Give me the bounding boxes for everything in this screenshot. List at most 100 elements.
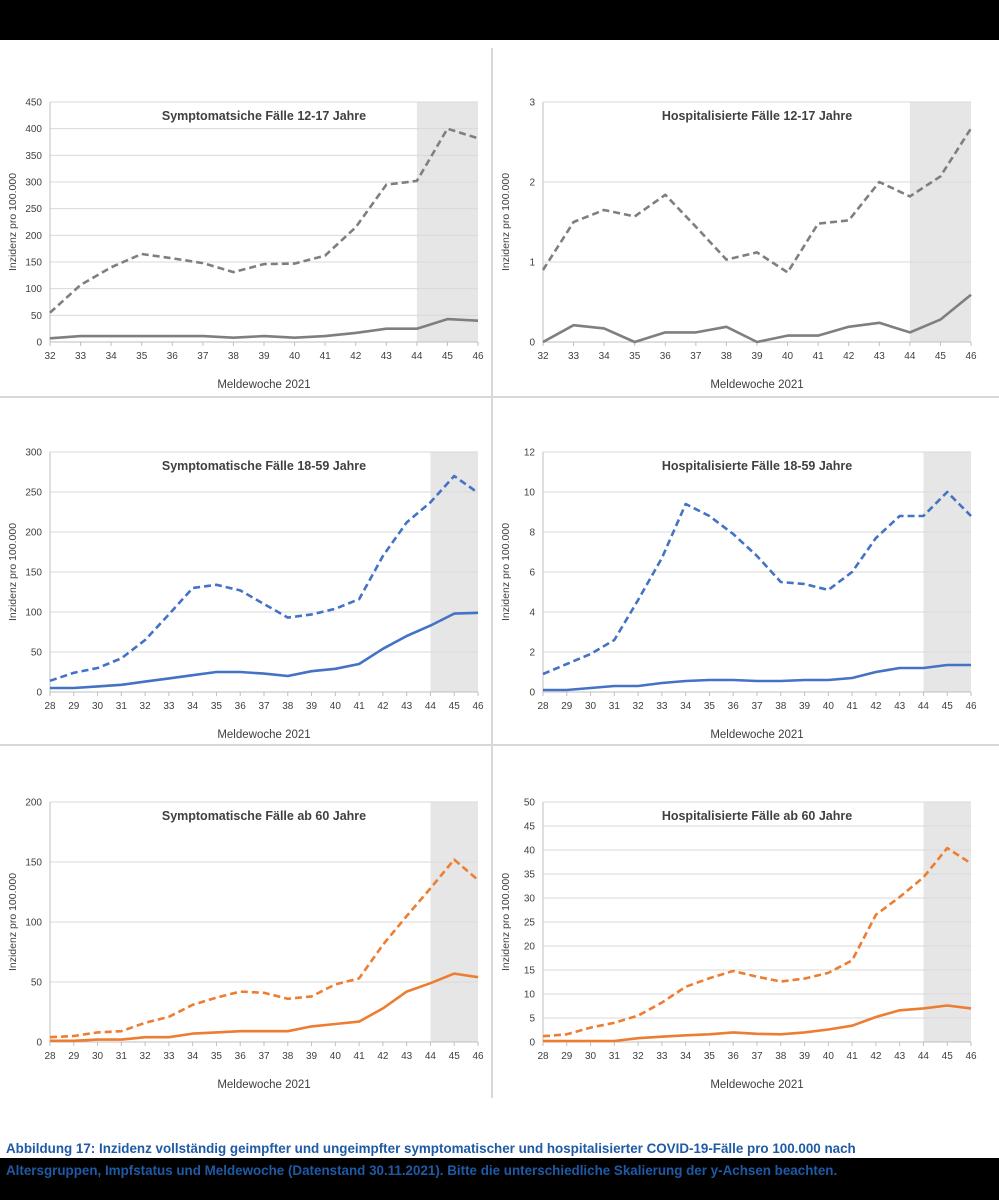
x-tick-label: 32 (140, 701, 152, 712)
x-tick-label: 33 (163, 1051, 175, 1062)
x-tick-label: 45 (942, 701, 954, 712)
x-tick-label: 33 (656, 701, 668, 712)
x-tick-label: 42 (843, 351, 855, 362)
y-tick-label: 1 (529, 258, 535, 269)
chart-title: Symptomatische Fälle ab 60 Jahre (162, 809, 366, 823)
x-axis-label: Meldewoche 2021 (217, 729, 310, 741)
y-tick-label: 50 (31, 648, 43, 659)
x-tick-label: 41 (813, 351, 825, 362)
y-tick-label: 200 (25, 798, 42, 809)
x-tick-label: 40 (823, 1051, 835, 1062)
x-tick-label: 42 (870, 1051, 882, 1062)
x-tick-label: 41 (354, 1051, 366, 1062)
y-tick-label: 8 (529, 528, 535, 539)
x-tick-label: 40 (330, 701, 342, 712)
x-tick-label: 30 (92, 1051, 104, 1062)
x-tick-label: 43 (894, 701, 906, 712)
x-tick-label: 33 (75, 351, 87, 362)
y-tick-label: 2 (529, 178, 535, 189)
x-tick-label: 37 (751, 701, 763, 712)
x-tick-label: 46 (965, 701, 977, 712)
y-tick-label: 400 (25, 124, 42, 135)
x-tick-label: 39 (799, 1051, 811, 1062)
x-tick-label: 32 (140, 1051, 152, 1062)
y-tick-label: 4 (529, 608, 535, 619)
x-tick-label: 46 (965, 1051, 977, 1062)
x-tick-label: 40 (782, 351, 794, 362)
y-tick-label: 12 (524, 448, 536, 459)
chart-svg: 0 5 10 15 20 25 30 35 40 45 50 28 29 30 31 32 33 34 35 36 37… (500, 798, 977, 1092)
y-tick-label: 300 (25, 178, 42, 189)
panel-divider-horizontal (0, 744, 999, 746)
series-line-ungeimpfte (542, 846, 972, 1038)
x-tick-label: 38 (228, 351, 240, 362)
x-tick-label: 34 (599, 351, 611, 362)
x-tick-label: 39 (751, 351, 763, 362)
x-tick-label: 40 (330, 1051, 342, 1062)
x-tick-label: 29 (561, 701, 573, 712)
chart-title: Symptomatsiche Fälle 12-17 Jahre (162, 109, 366, 123)
x-tick-label: 45 (935, 351, 947, 362)
series-line-geimpfte (542, 293, 972, 344)
y-tick-label: 35 (524, 870, 536, 881)
series-line-geimpfte (543, 1004, 972, 1043)
x-tick-label: 30 (585, 1051, 597, 1062)
x-tick-label: 46 (472, 1051, 484, 1062)
series-line-ungeimpfte (49, 474, 479, 683)
x-tick-label: 44 (425, 701, 437, 712)
x-tick-label: 38 (282, 1051, 294, 1062)
x-tick-label: 46 (472, 351, 484, 362)
x-tick-label: 42 (350, 351, 362, 362)
y-axis-label: Inzidenz pro 100.000 (7, 523, 19, 621)
x-tick-label: 40 (823, 701, 835, 712)
x-tick-label: 44 (411, 351, 423, 362)
x-tick-label: 36 (728, 1051, 740, 1062)
chart-hospitalized-18-59: 0 2 4 6 8 10 12 28 29 30 31 32 33 34 35 36 37 38 39 40 41 42 4… (493, 402, 983, 742)
x-tick-label: 37 (751, 1051, 763, 1062)
x-axis-label: Meldewoche 2021 (217, 1079, 310, 1091)
x-tick-label: 28 (537, 701, 549, 712)
x-tick-label: 28 (44, 701, 56, 712)
y-tick-label: 0 (529, 1038, 535, 1049)
y-tick-label: 100 (25, 918, 42, 929)
x-tick-label: 35 (704, 701, 716, 712)
y-tick-label: 50 (31, 311, 43, 322)
x-tick-label: 36 (728, 701, 740, 712)
x-tick-label: 34 (680, 701, 692, 712)
x-tick-label: 41 (847, 701, 859, 712)
x-tick-label: 32 (44, 351, 56, 362)
chart-svg: 0 50 100 150 200 250 300 350 400 450 32 33 34 35 36 37 3… (7, 98, 484, 392)
x-tick-label: 39 (799, 701, 811, 712)
x-tick-label: 32 (633, 1051, 645, 1062)
series-line-ungeimpfte (49, 127, 479, 314)
x-tick-label: 35 (136, 351, 148, 362)
x-tick-label: 44 (918, 1051, 930, 1062)
y-tick-label: 6 (529, 568, 535, 579)
y-tick-label: 100 (25, 284, 42, 295)
caption-line-1: Abbildung 17: Inzidenz vollständig geimp… (6, 1141, 856, 1156)
x-axis-label: Meldewoche 2021 (710, 379, 803, 391)
x-tick-label: 34 (680, 1051, 692, 1062)
x-tick-label: 38 (775, 1051, 787, 1062)
x-tick-label: 37 (197, 351, 209, 362)
chart-symptomatic-18-59: 0 50 100 150 200 250 300 28 29 30 31 32 33 34 35 36 37 38… (0, 402, 490, 742)
series-line-geimpfte (543, 663, 971, 692)
x-tick-label: 44 (425, 1051, 437, 1062)
y-tick-label: 200 (25, 528, 42, 539)
series-line-geimpfte (50, 972, 479, 1043)
y-tick-label: 0 (529, 688, 535, 699)
x-tick-label: 41 (354, 701, 366, 712)
x-tick-label: 29 (68, 701, 80, 712)
x-tick-label: 37 (258, 701, 270, 712)
y-tick-label: 20 (524, 942, 536, 953)
x-tick-label: 33 (656, 1051, 668, 1062)
x-tick-label: 35 (629, 351, 641, 362)
x-tick-label: 38 (282, 701, 294, 712)
y-tick-label: 450 (25, 98, 42, 109)
y-tick-label: 250 (25, 204, 42, 215)
chart-title: Hospitalisierte Fälle ab 60 Jahre (662, 809, 852, 823)
chart-title: Symptomatische Fälle 18-59 Jahre (162, 459, 366, 473)
series-line-ungeimpfte (49, 858, 479, 1039)
x-axis-label: Meldewoche 2021 (710, 729, 803, 741)
y-axis-label: Inzidenz pro 100.000 (7, 873, 19, 971)
